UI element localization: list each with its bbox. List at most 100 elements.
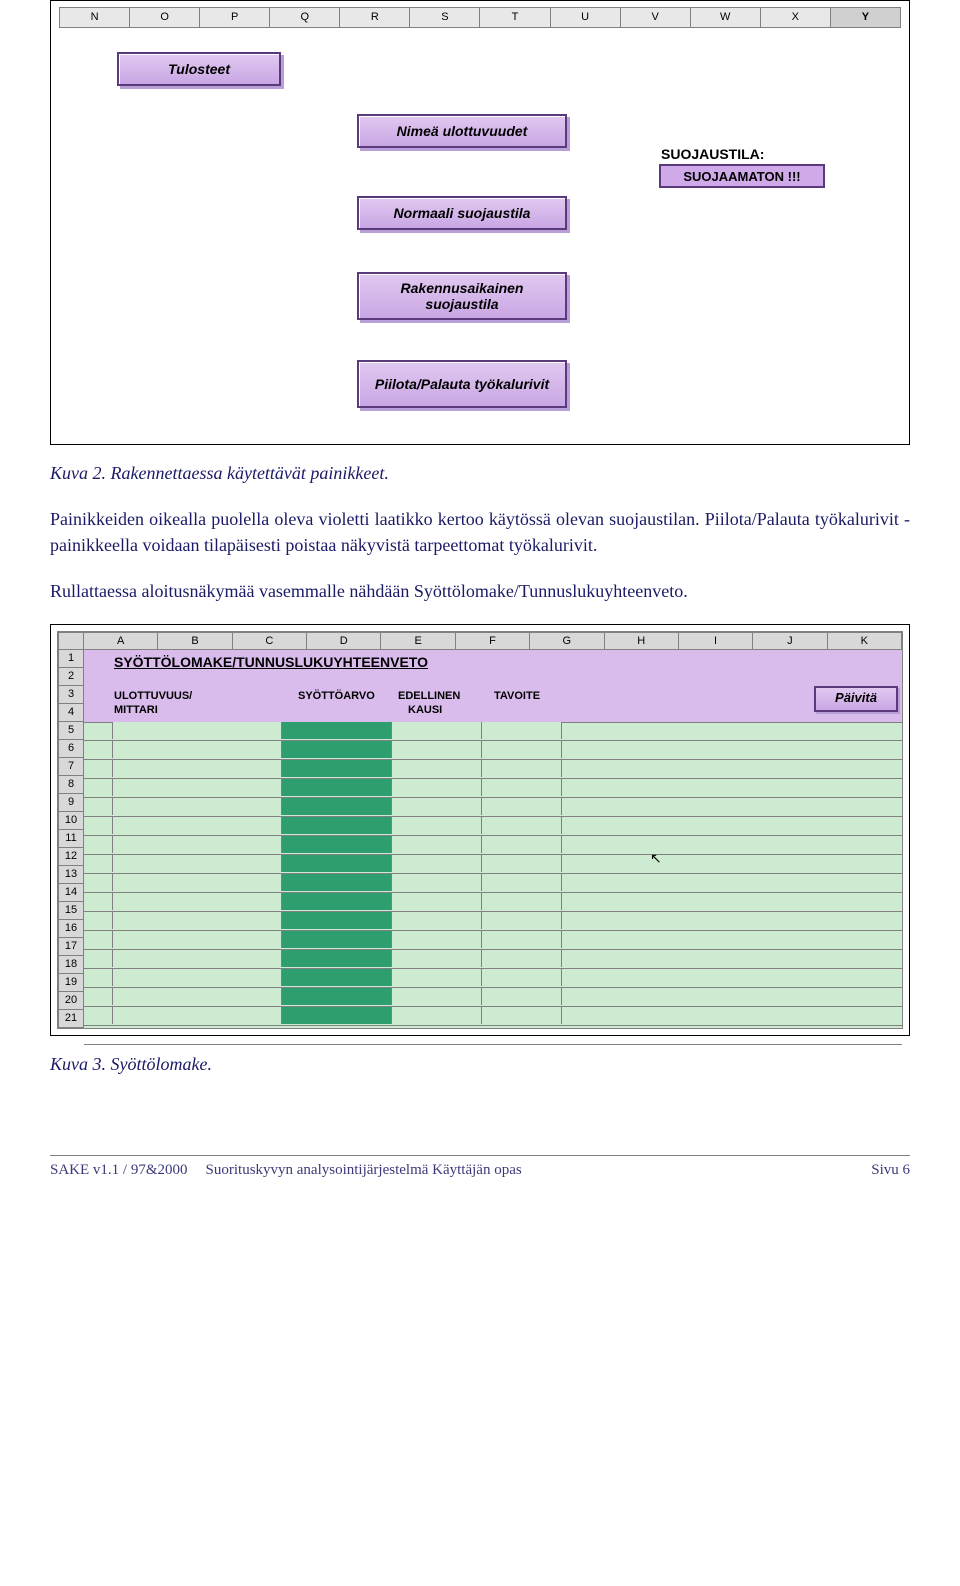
fig2-row-19[interactable]: 19: [58, 974, 84, 992]
cell-block: [392, 969, 482, 986]
fig2-row-21[interactable]: 21: [58, 1010, 84, 1028]
cell-block[interactable]: [282, 1007, 392, 1024]
paivita-button[interactable]: Päivitä: [814, 686, 898, 712]
cell-block: [482, 988, 562, 1005]
cell-block[interactable]: [282, 931, 392, 948]
fig2-row-10[interactable]: 10: [58, 812, 84, 830]
fig2-col-G[interactable]: G: [530, 632, 604, 650]
fig2-col-F[interactable]: F: [456, 632, 530, 650]
fig2-row-6[interactable]: 6: [58, 740, 84, 758]
fig1-col-Q[interactable]: Q: [269, 7, 339, 27]
normaali-button[interactable]: Normaali suojaustila: [357, 196, 567, 230]
cell-block[interactable]: [282, 855, 392, 872]
fig1-col-R[interactable]: R: [339, 7, 409, 27]
nimea-button[interactable]: Nimeä ulottuvuudet: [357, 114, 567, 148]
tulosteet-button[interactable]: Tulosteet: [117, 52, 281, 86]
fig2-row-9[interactable]: 9: [58, 794, 84, 812]
fig2-row-17[interactable]: 17: [58, 938, 84, 956]
fig1-col-V[interactable]: V: [620, 7, 690, 27]
fig2-grid-rows: [84, 722, 902, 1028]
cell-block[interactable]: [282, 912, 392, 929]
fig1-col-W[interactable]: W: [690, 7, 760, 27]
hdr-edellinen: EDELLINEN: [398, 690, 460, 702]
fig2-data-row: [84, 874, 902, 893]
fig2-row-8[interactable]: 8: [58, 776, 84, 794]
fig2-row-18[interactable]: 18: [58, 956, 84, 974]
fig1-col-N[interactable]: N: [59, 7, 129, 27]
fig2-col-B[interactable]: B: [158, 632, 232, 650]
cell-block[interactable]: [282, 817, 392, 834]
fig2-row-15[interactable]: 15: [58, 902, 84, 920]
fig2-row-5[interactable]: 5: [58, 722, 84, 740]
fig2-data-row: [84, 931, 902, 950]
fig2-data-row: [84, 722, 902, 741]
fig2-column-headers: ABCDEFGHIJK: [58, 632, 902, 650]
cell-block: [392, 817, 482, 834]
fig2-col-H[interactable]: H: [605, 632, 679, 650]
cell-block[interactable]: [282, 722, 392, 739]
piilota-button[interactable]: Piilota/Palauta työkalurivit: [357, 360, 567, 408]
fig2-row-14[interactable]: 14: [58, 884, 84, 902]
cell-block: [482, 760, 562, 777]
sheet-corner: [58, 632, 84, 650]
cell-block: [482, 722, 562, 739]
fig2-col-J[interactable]: J: [753, 632, 827, 650]
cell-block[interactable]: [282, 969, 392, 986]
fig1-col-P[interactable]: P: [199, 7, 269, 27]
fig1-col-Y[interactable]: Y: [830, 7, 901, 27]
cell-block: [112, 931, 282, 948]
fig2-row-13[interactable]: 13: [58, 866, 84, 884]
caption-figure-3: Kuva 3. Syöttölomake.: [50, 1054, 910, 1075]
fig2-row-7[interactable]: 7: [58, 758, 84, 776]
fig1-col-O[interactable]: O: [129, 7, 199, 27]
fig2-row-16[interactable]: 16: [58, 920, 84, 938]
fig1-col-T[interactable]: T: [479, 7, 549, 27]
fig2-col-E[interactable]: E: [381, 632, 455, 650]
fig2-data-row: [84, 836, 902, 855]
figure-2-input-form: ABCDEFGHIJK 1234567891011121314151617181…: [50, 624, 910, 1036]
fig2-data-row: [84, 817, 902, 836]
cell-block[interactable]: [282, 779, 392, 796]
fig2-col-D[interactable]: D: [307, 632, 381, 650]
footer-mid: Suorituskyvyn analysointijärjestelmä Käy…: [188, 1162, 872, 1179]
cell-block: [482, 950, 562, 967]
fig2-row-4[interactable]: 4: [58, 704, 84, 722]
cell-block: [482, 874, 562, 891]
fig2-row-2[interactable]: 2: [58, 668, 84, 686]
fig2-row-12[interactable]: 12: [58, 848, 84, 866]
cell-block[interactable]: [282, 741, 392, 758]
cell-block: [112, 893, 282, 910]
fig2-col-I[interactable]: I: [679, 632, 753, 650]
hdr-syottoarvo: SYÖTTÖARVO: [298, 690, 375, 702]
fig2-row-3[interactable]: 3: [58, 686, 84, 704]
hdr-kausi: KAUSI: [408, 704, 442, 716]
cell-block[interactable]: [282, 874, 392, 891]
cell-block[interactable]: [282, 836, 392, 853]
fig2-data-row: [84, 855, 902, 874]
cell-block[interactable]: [282, 893, 392, 910]
fig1-col-S[interactable]: S: [409, 7, 479, 27]
fig2-row-headers: 123456789101112131415161718192021: [58, 650, 84, 1028]
fig2-data-row: [84, 760, 902, 779]
fig1-col-X[interactable]: X: [760, 7, 830, 27]
cell-block[interactable]: [282, 988, 392, 1005]
fig2-title: SYÖTTÖLOMAKE/TUNNUSLUKUYHTEENVETO: [114, 654, 428, 670]
cell-block: [482, 912, 562, 929]
cell-block: [392, 893, 482, 910]
cell-block: [392, 836, 482, 853]
rakennus-button[interactable]: Rakennusaikainen suojaustila: [357, 272, 567, 320]
fig2-row-11[interactable]: 11: [58, 830, 84, 848]
fig2-row-1[interactable]: 1: [58, 650, 84, 668]
cell-block[interactable]: [282, 760, 392, 777]
status-label: SUOJAUSTILA:: [661, 146, 764, 162]
fig2-row-20[interactable]: 20: [58, 992, 84, 1010]
fig2-col-A[interactable]: A: [84, 632, 158, 650]
cell-block[interactable]: [282, 798, 392, 815]
cell-block: [392, 931, 482, 948]
fig2-col-K[interactable]: K: [828, 632, 902, 650]
cell-block[interactable]: [282, 950, 392, 967]
fig1-col-U[interactable]: U: [550, 7, 620, 27]
footer-left: SAKE v1.1 / 97&2000: [50, 1162, 188, 1179]
cell-block: [482, 798, 562, 815]
fig2-col-C[interactable]: C: [233, 632, 307, 650]
